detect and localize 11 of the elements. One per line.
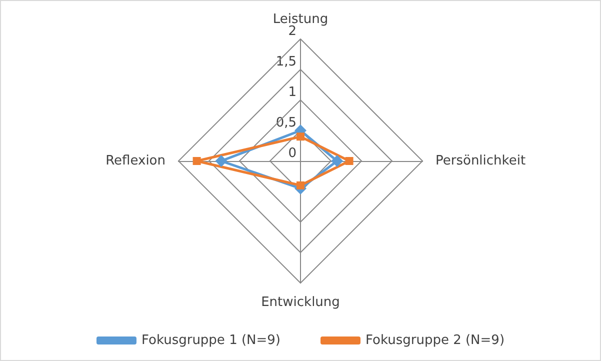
spoke-label: Leistung <box>272 12 328 27</box>
legend-label: Fokusgruppe 2 (N=9) <box>366 333 505 348</box>
legend-label: Fokusgruppe 1 (N=9) <box>141 333 280 348</box>
spoke-label: Reflexion <box>106 154 166 168</box>
y-tick-label: 2 <box>288 24 296 39</box>
y-tick-label: 1 <box>288 85 296 100</box>
spoke-label: Persönlichkeit <box>436 154 526 168</box>
y-tick-label: 1,5 <box>276 54 296 70</box>
y-tick-label: 0 <box>288 146 296 161</box>
y-tick-label: 0,5 <box>276 116 296 130</box>
spoke-label: Entwicklung <box>261 295 340 310</box>
